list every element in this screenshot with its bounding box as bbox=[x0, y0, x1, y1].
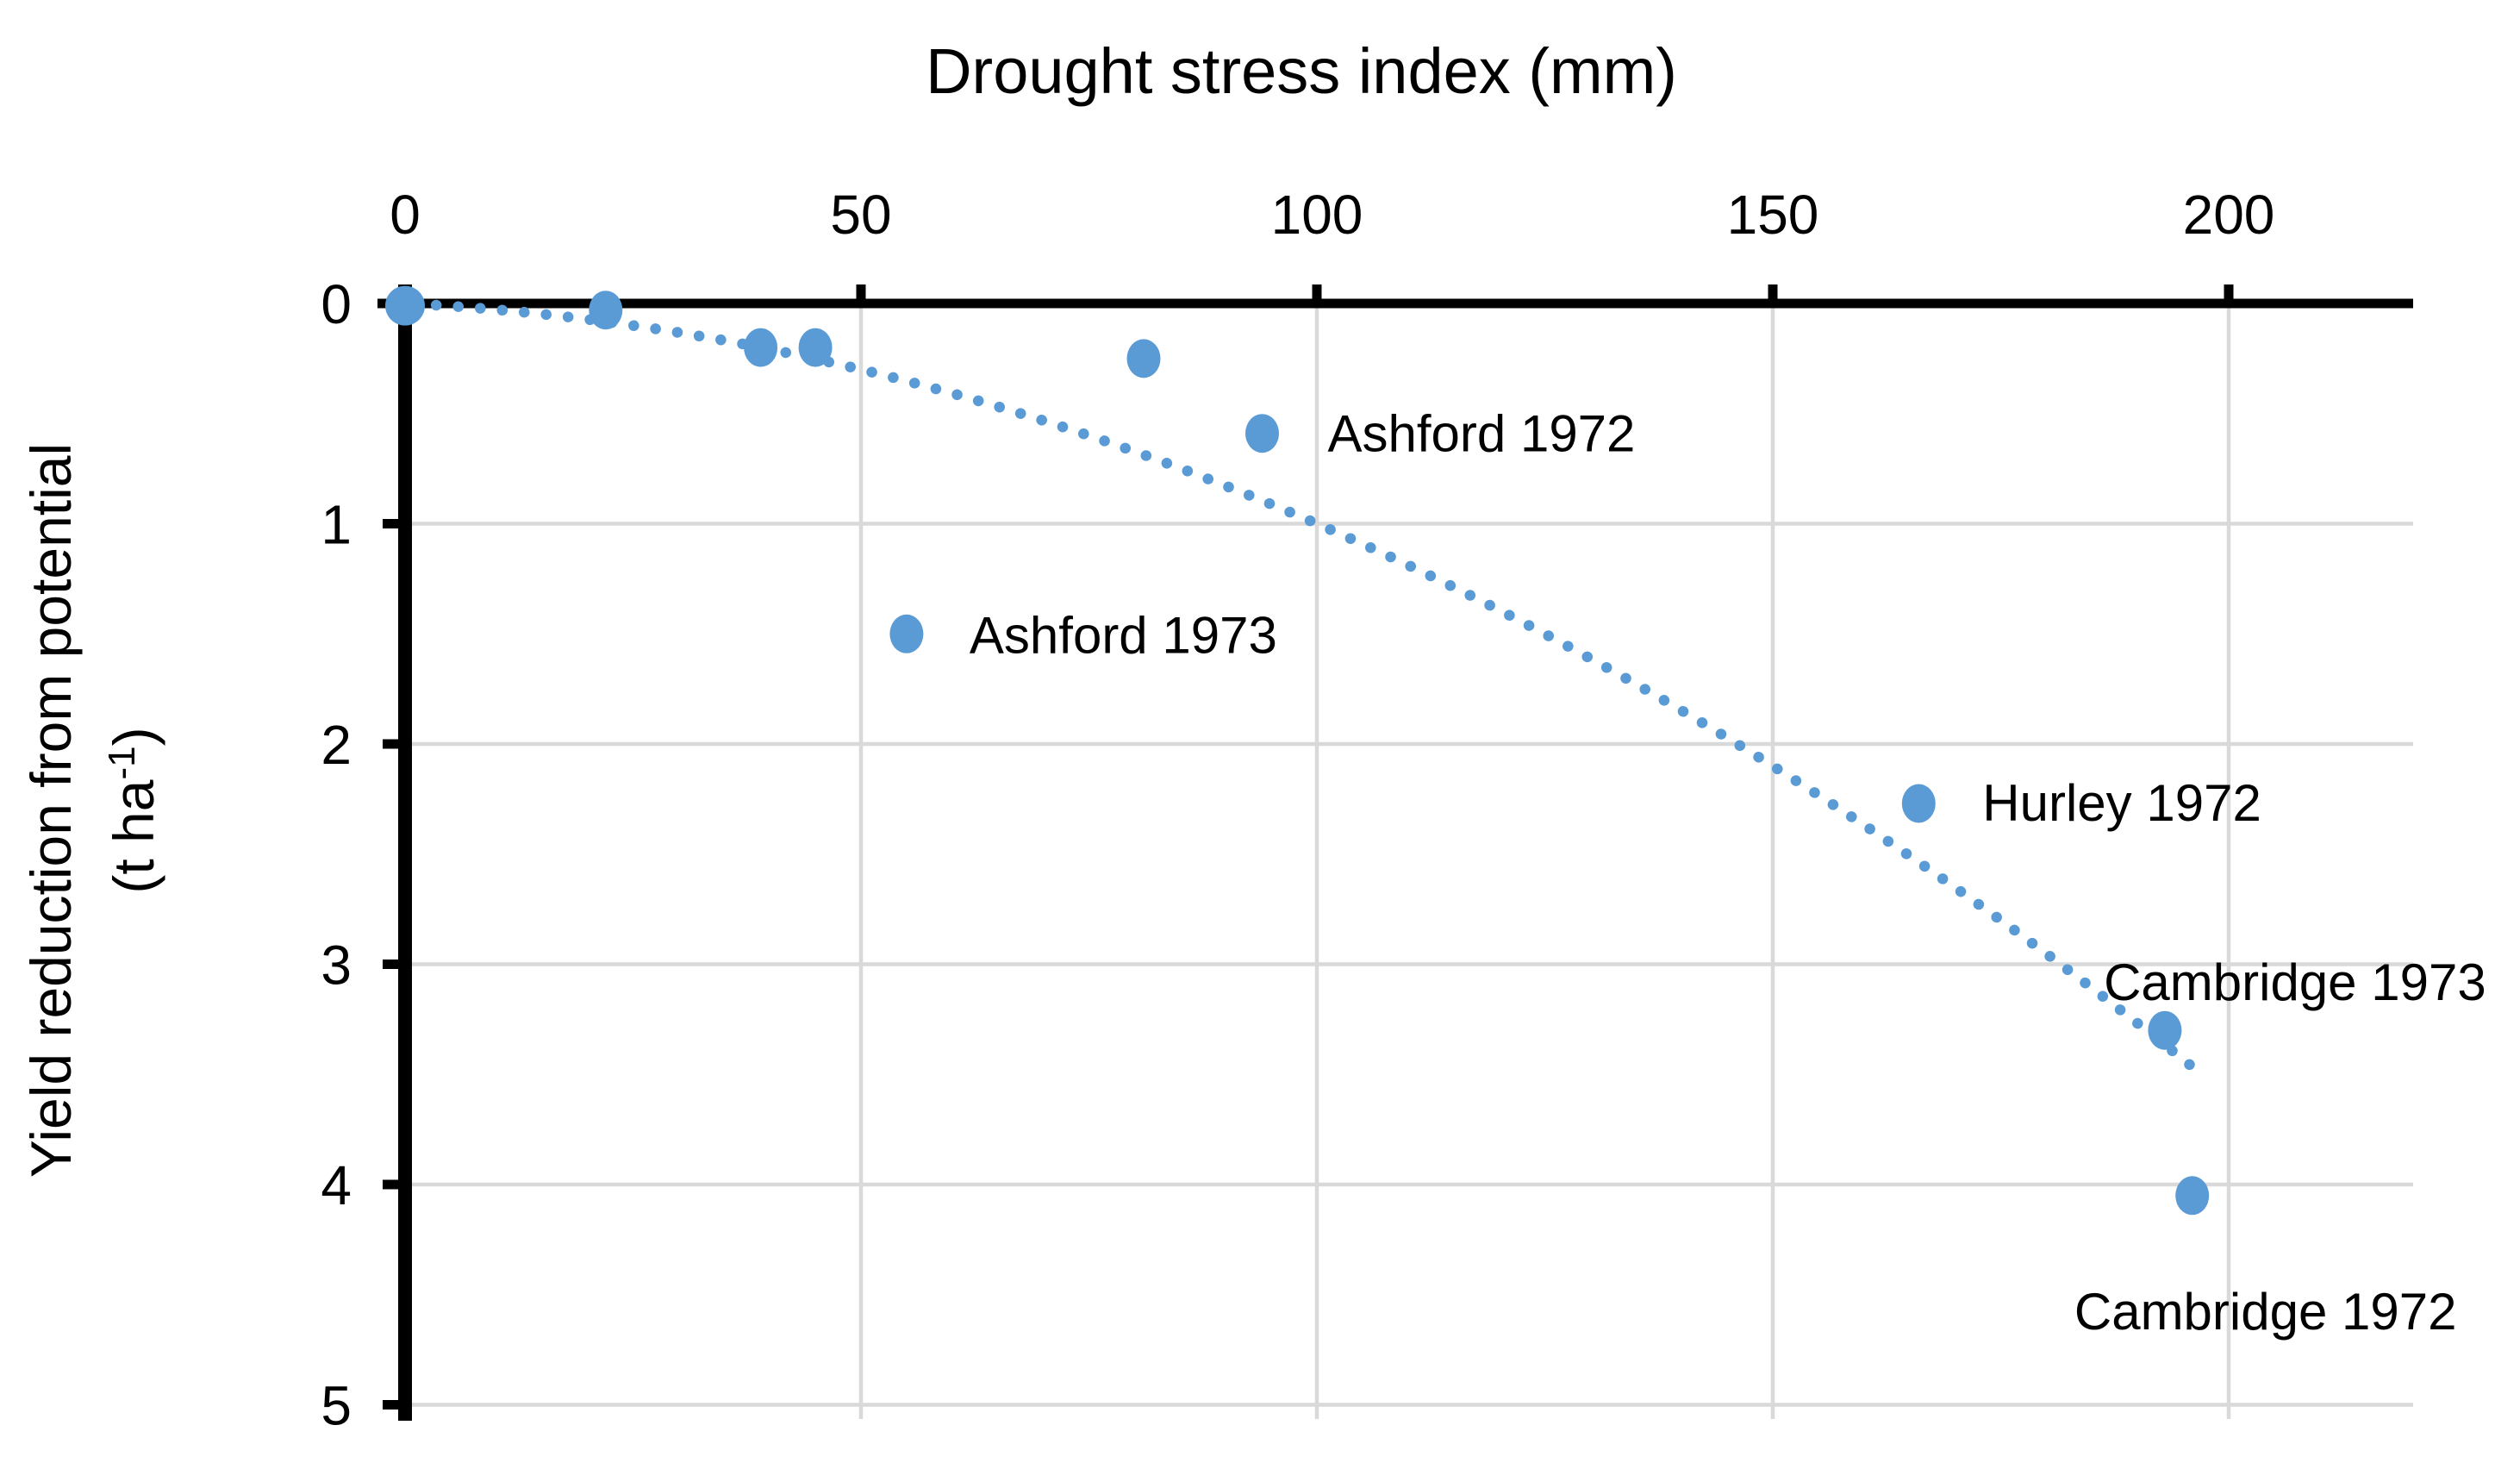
x-axis-title: Drought stress index (mm) bbox=[926, 35, 1677, 107]
y-tick-label: 5 bbox=[321, 1375, 352, 1437]
data-point bbox=[798, 328, 833, 367]
x-tick-labels: 0 50 100 150 200 bbox=[390, 184, 2274, 246]
data-point bbox=[1245, 414, 1279, 453]
y-axis-title-line2: (t ha-1) bbox=[101, 727, 165, 893]
y-tick-labels: 0 1 2 3 4 5 bbox=[321, 273, 352, 1437]
superscript: -1 bbox=[101, 746, 143, 779]
y-tick-label: 2 bbox=[321, 714, 352, 776]
x-tick-label: 50 bbox=[830, 184, 891, 246]
y-tick-label: 3 bbox=[321, 935, 352, 997]
data-point bbox=[2148, 1010, 2182, 1050]
data-point bbox=[589, 291, 623, 330]
data-point bbox=[1901, 784, 1936, 823]
y-axis-title: Yield reduction from potential (t ha-1) bbox=[19, 443, 165, 1178]
x-tick-label: 150 bbox=[1727, 184, 1819, 246]
trendline bbox=[409, 298, 2207, 1080]
trendline-dotted-curve bbox=[409, 298, 2207, 1080]
y-axis-title-line1: Yield reduction from potential bbox=[19, 443, 83, 1178]
x-tick-label: 100 bbox=[1271, 184, 1363, 246]
point-labels: Ashford 1972 Ashford 1973 Hurley 1972 Cambr… bbox=[970, 405, 2486, 1341]
data-point bbox=[385, 285, 425, 326]
data-point bbox=[1126, 339, 1161, 378]
y-tick-label: 4 bbox=[321, 1154, 352, 1216]
data-point bbox=[889, 614, 924, 653]
y-tick-label: 0 bbox=[321, 273, 352, 335]
point-label: Ashford 1973 bbox=[970, 606, 1277, 664]
x-tick-label: 0 bbox=[390, 184, 421, 246]
data-points bbox=[385, 285, 2210, 1216]
data-point bbox=[2175, 1176, 2210, 1216]
gridlines bbox=[405, 303, 2413, 1419]
point-label: Cambridge 1972 bbox=[2074, 1283, 2457, 1341]
x-tick-label: 200 bbox=[2183, 184, 2275, 246]
point-label: Ashford 1972 bbox=[1328, 405, 1636, 463]
point-label: Hurley 1972 bbox=[1982, 774, 2261, 832]
data-point bbox=[744, 328, 778, 367]
point-label: Cambridge 1973 bbox=[2104, 953, 2486, 1011]
y-tick-label: 1 bbox=[321, 494, 352, 556]
